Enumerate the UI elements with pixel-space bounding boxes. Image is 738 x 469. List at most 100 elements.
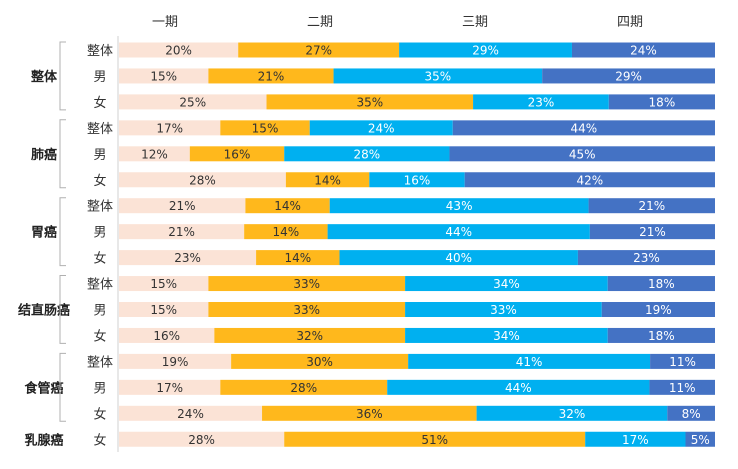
legend-label-4: 四期 bbox=[617, 15, 643, 30]
bar-segment bbox=[119, 302, 209, 317]
data-label: 32% bbox=[559, 407, 586, 421]
bar-segment bbox=[649, 379, 715, 395]
bar-segment bbox=[119, 68, 209, 84]
group-label: 肺癌 bbox=[31, 147, 57, 163]
bar-segment bbox=[285, 172, 370, 188]
bar-row: 女 23% 14% 40% 23% bbox=[93, 250, 715, 267]
row-label: 整体 bbox=[87, 200, 113, 215]
data-label: 28% bbox=[290, 381, 317, 395]
legend-label-2: 二期 bbox=[307, 15, 333, 30]
bar-segment bbox=[256, 250, 340, 266]
bar-segment bbox=[577, 250, 715, 266]
data-label: 17% bbox=[622, 433, 649, 447]
bar-row: 整体 15% 33% 34% 18% bbox=[87, 276, 715, 293]
data-label: 30% bbox=[306, 355, 333, 369]
data-label: 24% bbox=[630, 44, 657, 58]
data-label: 42% bbox=[577, 173, 604, 187]
data-label: 25% bbox=[179, 95, 206, 109]
data-label: 21% bbox=[639, 225, 666, 239]
data-label: 16% bbox=[224, 147, 251, 161]
bar-segment bbox=[119, 276, 209, 292]
data-label: 29% bbox=[615, 69, 642, 83]
bar-row: 男 12% 16% 28% 45% bbox=[93, 146, 715, 163]
row-label: 男 bbox=[93, 381, 106, 396]
bar-segment bbox=[208, 276, 406, 292]
data-label: 21% bbox=[258, 69, 285, 83]
data-label: 15% bbox=[150, 303, 177, 317]
bar-segment bbox=[119, 353, 232, 369]
group-label: 乳腺癌 bbox=[24, 432, 63, 448]
bar-segment bbox=[588, 198, 715, 214]
bar-segment bbox=[405, 327, 608, 343]
bar-segment bbox=[449, 146, 715, 162]
data-label: 5% bbox=[691, 433, 710, 447]
bar-segment bbox=[452, 120, 715, 136]
data-label: 45% bbox=[569, 147, 596, 161]
data-label: 11% bbox=[669, 381, 696, 395]
data-label: 41% bbox=[516, 355, 543, 369]
group-bracket bbox=[59, 275, 66, 344]
bar-segment bbox=[119, 172, 286, 188]
data-label: 28% bbox=[189, 173, 216, 187]
bar-segment bbox=[284, 431, 586, 447]
row-label: 整体 bbox=[87, 278, 113, 293]
data-label: 33% bbox=[293, 303, 320, 317]
row-label: 女 bbox=[93, 406, 106, 422]
data-label: 15% bbox=[150, 277, 177, 291]
bar-segment bbox=[119, 94, 267, 110]
bar-segment bbox=[284, 146, 450, 162]
group-bracket bbox=[59, 197, 66, 267]
data-label: 19% bbox=[645, 303, 672, 317]
bar-segment bbox=[119, 146, 190, 162]
bar-segment bbox=[220, 379, 388, 395]
bar-segment bbox=[208, 68, 334, 84]
row-label: 女 bbox=[93, 432, 106, 448]
bar-segment bbox=[589, 224, 715, 240]
bar-segment bbox=[119, 379, 221, 395]
bar-segment bbox=[266, 94, 474, 110]
bar-segment bbox=[327, 224, 590, 240]
bar-row: 男 21% 14% 44% 21% bbox=[93, 224, 715, 241]
bar-row: 整体 19% 30% 41% 11% bbox=[87, 353, 715, 370]
data-label: 8% bbox=[682, 407, 701, 421]
bar-segment bbox=[607, 327, 715, 343]
bar-segment bbox=[119, 250, 257, 266]
bar-segment bbox=[369, 172, 465, 188]
data-label: 28% bbox=[354, 147, 381, 161]
data-label: 18% bbox=[648, 277, 675, 291]
data-label: 44% bbox=[505, 381, 532, 395]
bar-segment bbox=[119, 431, 285, 447]
group-label: 结直肠癌 bbox=[18, 303, 70, 319]
bar-segment bbox=[685, 431, 715, 447]
bar-segment bbox=[119, 198, 246, 214]
data-label: 21% bbox=[638, 199, 665, 213]
bar-row: 男 17% 28% 44% 11% bbox=[93, 379, 715, 396]
data-label: 15% bbox=[150, 69, 177, 83]
data-label: 43% bbox=[446, 199, 473, 213]
data-label: 44% bbox=[571, 121, 598, 135]
data-label: 32% bbox=[296, 329, 323, 343]
row-label: 男 bbox=[93, 148, 106, 163]
legend: 一期 二期 三期 四期 bbox=[152, 15, 643, 30]
data-label: 14% bbox=[273, 225, 300, 239]
bar-segment bbox=[464, 172, 715, 188]
row-label: 男 bbox=[93, 70, 106, 85]
row-label: 女 bbox=[93, 95, 106, 111]
data-label: 12% bbox=[141, 147, 168, 161]
row-label: 女 bbox=[93, 328, 106, 344]
data-label: 18% bbox=[648, 329, 675, 343]
bar-segment bbox=[542, 68, 715, 84]
data-label: 29% bbox=[472, 44, 499, 58]
bar-segment bbox=[309, 120, 453, 136]
bar-rows: 整体 20% 27% 29% 24% 男 15% 21% 35% 29% 女 25% 35% 23% 18%… bbox=[87, 42, 715, 448]
bar-segment bbox=[189, 146, 285, 162]
bar-segment bbox=[387, 379, 650, 395]
bar-segment bbox=[262, 405, 477, 421]
row-label: 女 bbox=[93, 251, 106, 267]
bar-segment bbox=[650, 353, 715, 369]
bar-row: 整体 17% 15% 24% 44% bbox=[87, 120, 715, 137]
data-label: 36% bbox=[356, 407, 383, 421]
data-label: 23% bbox=[528, 95, 555, 109]
group-bracket bbox=[59, 41, 66, 111]
